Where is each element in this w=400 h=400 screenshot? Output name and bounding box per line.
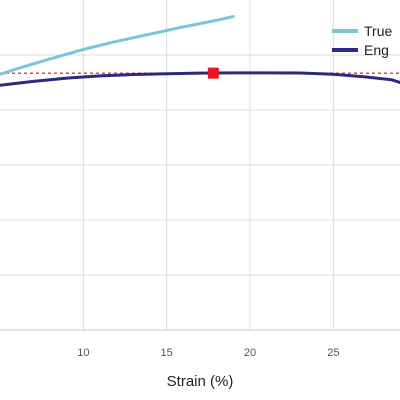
x-axis-title: Strain (%): [167, 373, 234, 390]
series-line-true: [0, 15, 235, 76]
series-line-eng: [0, 71, 400, 87]
marker-layer: [207, 67, 219, 79]
grid: [0, 0, 400, 331]
legend: True Eng: [332, 23, 392, 58]
legend-label-eng: Eng: [364, 42, 389, 58]
x-tick-label: 25: [327, 347, 339, 359]
x-tick-label: 20: [244, 347, 256, 359]
x-axis-ticks: 10 15 20 25: [77, 347, 339, 359]
legend-label-true: True: [364, 23, 392, 39]
ultimate-strength-marker: [207, 67, 219, 79]
x-tick-label: 10: [77, 347, 89, 359]
x-tick-label: 15: [161, 347, 173, 359]
